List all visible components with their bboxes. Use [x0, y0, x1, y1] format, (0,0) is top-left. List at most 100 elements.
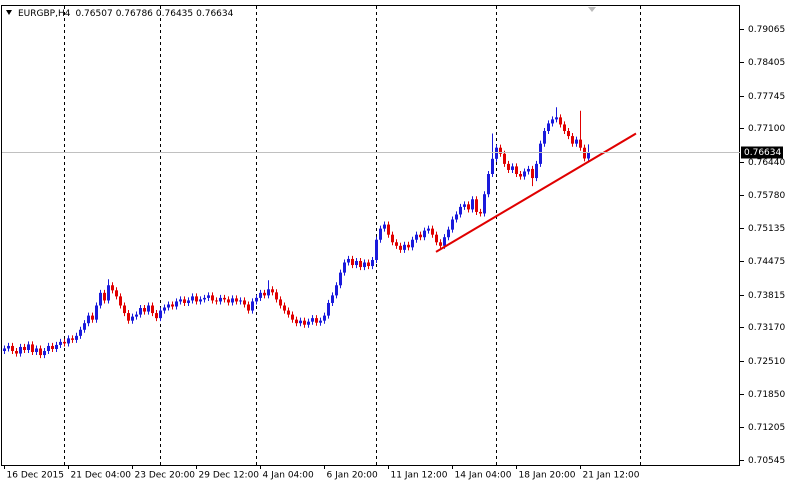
candle-body — [303, 320, 306, 325]
x-tick-label: 18 Jan 20:00 — [519, 471, 576, 481]
candle-body — [111, 285, 114, 291]
candle-body — [359, 260, 362, 268]
y-tick-label: 0.77745 — [748, 92, 785, 102]
candle-body — [99, 292, 102, 306]
candle-body — [479, 211, 482, 214]
candle-body — [35, 348, 38, 353]
candle-body — [11, 345, 14, 352]
candle-body — [271, 289, 274, 293]
candle-body — [519, 174, 522, 177]
candle-body — [367, 262, 370, 267]
open-value: 0.76507 — [75, 9, 112, 19]
candle-body — [387, 224, 390, 235]
candle-body — [431, 228, 434, 235]
candle-body — [283, 305, 286, 311]
candle-body — [547, 123, 550, 132]
candle-body — [383, 224, 386, 229]
y-tick-label: 0.74475 — [748, 257, 785, 267]
candle-body — [423, 230, 426, 238]
candle-body — [435, 234, 438, 243]
header: EURGBP,H4 0.76507 0.76786 0.76435 0.76634 — [18, 9, 234, 19]
y-tick-label: 0.75135 — [748, 224, 785, 234]
low-value: 0.76435 — [156, 9, 193, 19]
candle-body — [63, 341, 66, 344]
candle-body — [579, 139, 582, 148]
candle-body — [59, 341, 62, 345]
y-tick-label: 0.77100 — [748, 124, 785, 134]
candle-body — [223, 297, 226, 300]
shift-marker — [588, 7, 596, 12]
candle-body — [335, 285, 338, 296]
candle-body — [51, 345, 54, 349]
candle-body — [555, 117, 558, 120]
candle-body — [315, 318, 318, 323]
candle-body — [39, 348, 42, 356]
candle-body — [439, 242, 442, 246]
candle-body — [151, 305, 154, 314]
candle-body — [495, 147, 498, 159]
candle-body — [235, 298, 238, 302]
candle-body — [363, 262, 366, 268]
x-tick-label: 6 Jan 20:00 — [327, 471, 379, 481]
candle-body — [343, 262, 346, 273]
period-separators — [64, 6, 641, 465]
candle-body — [587, 152, 590, 159]
menu-arrow[interactable] — [6, 10, 12, 15]
candle-body — [171, 304, 174, 307]
candle-body — [515, 166, 518, 175]
candle-body — [583, 147, 586, 159]
candle-body — [511, 166, 514, 170]
y-tick-label: 0.70545 — [748, 456, 785, 466]
candle-body — [399, 245, 402, 250]
candle-body — [539, 143, 542, 164]
candle-body — [407, 244, 410, 248]
candle-body — [83, 323, 86, 330]
candle-body — [75, 335, 78, 340]
candle-body — [87, 315, 90, 324]
candle-body — [103, 292, 106, 301]
trendline — [435, 132, 637, 253]
candle-body — [559, 117, 562, 125]
x-tick-label: 14 Jan 04:00 — [455, 471, 512, 481]
candle-body — [239, 300, 242, 302]
candle-body — [155, 313, 158, 319]
candle-body — [143, 308, 146, 312]
candle-body — [67, 338, 70, 344]
candle-body — [135, 314, 138, 317]
x-tick-label: 16 Dec 2015 — [7, 471, 65, 481]
candle-body — [175, 301, 178, 307]
plot-frame — [1, 5, 740, 466]
candle-body — [91, 315, 94, 320]
candle-body — [567, 131, 570, 137]
close-value: 0.76634 — [196, 9, 233, 19]
y-tick-label: 0.73170 — [748, 323, 785, 333]
candle-body — [251, 301, 254, 311]
y-tick-label: 0.79065 — [748, 25, 785, 35]
x-tick-label: 23 Dec 20:00 — [135, 471, 196, 481]
candle-body — [207, 295, 210, 298]
candle-body — [459, 206, 462, 215]
candle-body — [563, 124, 566, 132]
candle-body — [199, 299, 202, 302]
candle-body — [403, 244, 406, 250]
candle-body — [531, 168, 534, 179]
candle-body — [15, 351, 18, 354]
candle-body — [119, 296, 122, 306]
candle-body — [7, 345, 10, 349]
x-tick-label: 21 Jan 12:00 — [583, 471, 640, 481]
candle-body — [167, 304, 170, 308]
candle-body — [499, 147, 502, 154]
candle-body — [211, 295, 214, 301]
candle-body — [355, 260, 358, 266]
candle-body — [163, 307, 166, 311]
x-tick-label: 21 Dec 04:00 — [71, 471, 132, 481]
candle-body — [23, 346, 26, 350]
candle-body — [487, 174, 490, 195]
candle-body — [179, 299, 182, 302]
candle-body — [523, 171, 526, 177]
bid-label-box — [741, 146, 783, 159]
candle-body — [215, 300, 218, 302]
candle-body — [31, 344, 34, 353]
candle-body — [371, 259, 374, 267]
